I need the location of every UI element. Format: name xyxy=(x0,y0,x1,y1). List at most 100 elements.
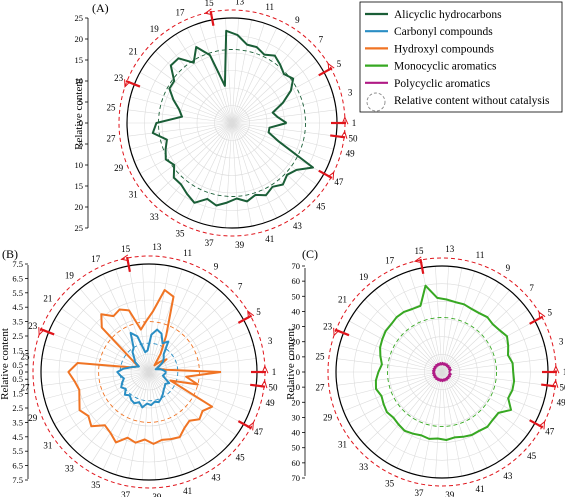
radial-tick-label: 3.5 xyxy=(12,317,23,327)
angular-label: 15 xyxy=(121,244,131,254)
legend-label: Relative content without catalysis xyxy=(394,95,550,107)
panel-label: (B) xyxy=(2,247,18,261)
angular-label: 49 xyxy=(346,148,356,158)
angular-label: 1 xyxy=(563,367,565,377)
angular-label: 23 xyxy=(323,322,333,332)
radial-tick-label: 5.5 xyxy=(12,288,23,298)
angular-label: 19 xyxy=(150,24,160,34)
radial-tick-label: 15 xyxy=(75,181,84,191)
angular-label: 41 xyxy=(265,234,274,244)
angular-label: 43 xyxy=(503,471,513,481)
radial-tick-label: 20 xyxy=(75,34,84,44)
angular-label: 5 xyxy=(548,308,553,318)
y-axis-label: Relative content xyxy=(285,328,297,400)
highlight-tick xyxy=(250,383,266,388)
radial-tick-label: 0 xyxy=(296,367,300,377)
highlight-arrow xyxy=(247,421,254,431)
angular-label: 35 xyxy=(385,478,395,488)
radial-tick-label: 25 xyxy=(75,13,84,23)
highlight-tick xyxy=(318,67,333,77)
angular-label: 39 xyxy=(235,240,245,250)
angular-label: 19 xyxy=(65,271,75,281)
angular-label: 39 xyxy=(445,490,455,497)
highlight-tick xyxy=(419,258,425,274)
highlight-tick xyxy=(529,419,544,429)
angular-label: 45 xyxy=(316,202,326,212)
highlight-arrow xyxy=(341,116,349,125)
angular-label: 17 xyxy=(91,254,101,264)
angular-label: 33 xyxy=(359,462,369,472)
highlight-arrow xyxy=(38,327,45,336)
radial-tick-label: 30 xyxy=(292,322,301,332)
angular-label: 25 xyxy=(20,351,30,361)
radial-tick-label: 1.5 xyxy=(12,389,23,399)
angular-label: 29 xyxy=(114,163,124,173)
radial-tick-label: 1.5 xyxy=(12,345,23,355)
radial-tick-label: 2.5 xyxy=(12,331,23,341)
angular-label: 11 xyxy=(183,248,192,258)
angular-label: 17 xyxy=(385,256,395,266)
highlight-tick xyxy=(125,256,131,273)
radial-tick-label: 2.5 xyxy=(12,403,23,413)
radial-tick-label: 5.5 xyxy=(12,446,23,456)
highlight-tick xyxy=(318,169,333,179)
angular-label: 33 xyxy=(150,212,160,222)
angular-label: 11 xyxy=(476,250,485,260)
angular-label: 13 xyxy=(445,244,455,254)
highlight-tick xyxy=(237,420,253,430)
radial-tick-label: 70 xyxy=(292,473,301,483)
radial-tick-label: 5 xyxy=(79,139,83,149)
angular-label: 9 xyxy=(506,263,511,273)
angular-label: 33 xyxy=(65,463,75,473)
grid-ring xyxy=(58,281,240,463)
highlight-tick xyxy=(330,134,346,139)
angular-label: 7 xyxy=(319,34,324,44)
angular-label: 5 xyxy=(256,307,261,317)
angular-label: 37 xyxy=(205,238,215,248)
angular-label: 50 xyxy=(560,382,565,392)
radial-tick-label: 5 xyxy=(79,97,83,107)
angular-label: 3 xyxy=(348,88,353,98)
grid-ring xyxy=(112,335,186,409)
angular-label: 15 xyxy=(205,0,215,8)
angular-label: 19 xyxy=(359,272,369,282)
grid-ring xyxy=(388,318,496,426)
radial-tick-label: 10 xyxy=(292,352,301,362)
baseline-circle xyxy=(158,49,306,197)
angular-label: 39 xyxy=(152,492,162,497)
highlight-tick xyxy=(39,327,55,336)
grid-ring xyxy=(353,283,531,461)
angular-label: 31 xyxy=(338,439,347,449)
grid-ring xyxy=(424,354,460,390)
radial-tick-label: 3.5 xyxy=(12,417,23,427)
legend-label: Polycyclic aromatics xyxy=(394,78,491,90)
angular-label: 49 xyxy=(266,398,276,408)
legend-label: Carbonyl compounds xyxy=(394,26,493,38)
angular-label: 50 xyxy=(349,133,359,143)
legend-swatch xyxy=(366,92,386,112)
angular-label: 23 xyxy=(28,321,38,331)
highlight-arrow xyxy=(538,420,546,430)
highlight-arrow xyxy=(120,254,130,262)
radial-tick-label: 10 xyxy=(292,382,301,392)
legend-label: Hydroxyl compounds xyxy=(394,43,495,55)
radial-tick-label: 6.5 xyxy=(12,461,23,471)
radial-tick-label: 7.5 xyxy=(12,475,23,485)
grid-ring xyxy=(196,87,268,159)
angular-label: 25 xyxy=(106,103,116,113)
legend-label: Alicyclic hydrocarbons xyxy=(394,9,502,21)
angular-label: 47 xyxy=(545,426,555,436)
angular-label: 27 xyxy=(315,382,325,392)
radial-tick-label: 4.5 xyxy=(12,302,23,312)
highlight-arrow xyxy=(552,365,560,374)
angular-label: 45 xyxy=(527,451,537,461)
angular-label: 7 xyxy=(238,281,243,291)
highlight-tick xyxy=(334,328,350,337)
angular-label: 29 xyxy=(28,413,38,423)
angular-label: 21 xyxy=(129,46,138,56)
radial-tick-label: 30 xyxy=(292,412,301,422)
radial-tick-label: 7.5 xyxy=(12,259,23,269)
angular-label: 3 xyxy=(559,336,564,346)
